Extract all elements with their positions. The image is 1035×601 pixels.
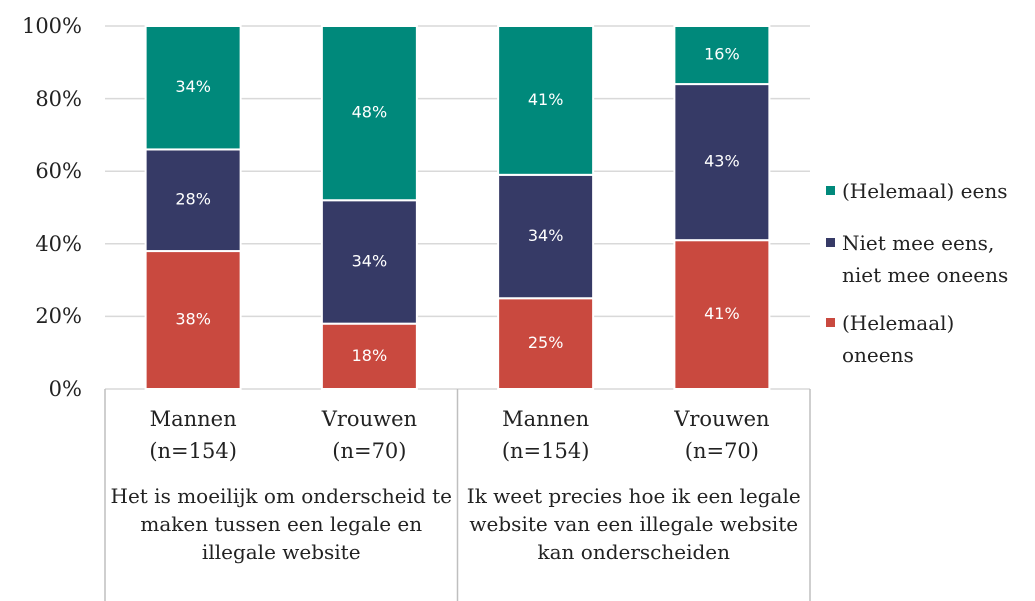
bar-segment — [320, 25, 418, 202]
bar-segment — [673, 83, 771, 242]
bar-segment — [144, 25, 242, 151]
value-label: 34% — [528, 226, 564, 245]
value-label: 41% — [704, 304, 740, 323]
bar-segment — [320, 322, 418, 390]
x-tick-label: Mannen (n=154) — [149, 407, 237, 463]
value-label: 16% — [704, 45, 740, 64]
x-tick-label: Mannen (n=154) — [501, 407, 590, 463]
value-label: 43% — [704, 152, 740, 171]
value-label: 38% — [175, 310, 211, 329]
legend-label: (Helemaal) oneens — [842, 311, 955, 367]
y-tick-label: 0% — [48, 377, 82, 401]
value-label: 34% — [352, 251, 388, 270]
y-tick-label: 20% — [35, 304, 82, 329]
bar-segment — [144, 148, 242, 253]
value-label: 28% — [175, 190, 211, 209]
bar-segment — [144, 250, 242, 390]
legend-label: Niet mee eens, niet mee oneens — [842, 231, 1009, 287]
legend-swatch — [826, 186, 835, 195]
value-label: 48% — [352, 103, 388, 122]
y-tick-label: 40% — [35, 231, 82, 256]
legend-swatch — [826, 238, 835, 247]
x-tick-label: Vrouwen (n=70) — [321, 407, 418, 463]
legend-label: (Helemaal) eens — [842, 179, 1008, 203]
y-tick-label: 60% — [35, 159, 82, 184]
value-label: 25% — [528, 333, 564, 352]
bar-segment — [673, 239, 771, 390]
bar-segment — [320, 199, 418, 325]
bar-segment — [673, 25, 771, 86]
bar-segment — [497, 173, 595, 300]
y-tick-label: 100% — [21, 14, 82, 38]
bar-segment — [497, 25, 595, 176]
group-label: Het is moeilijk om onderscheid te maken … — [110, 484, 453, 564]
y-tick-label: 80% — [35, 86, 82, 111]
value-label: 41% — [528, 90, 564, 109]
group-label: Ik weet precies hoe ik een legale websit… — [466, 484, 801, 564]
x-tick-label: Vrouwen (n=70) — [674, 407, 770, 463]
legend-swatch — [826, 318, 835, 327]
value-label: 18% — [352, 346, 388, 365]
value-label: 34% — [175, 77, 211, 96]
